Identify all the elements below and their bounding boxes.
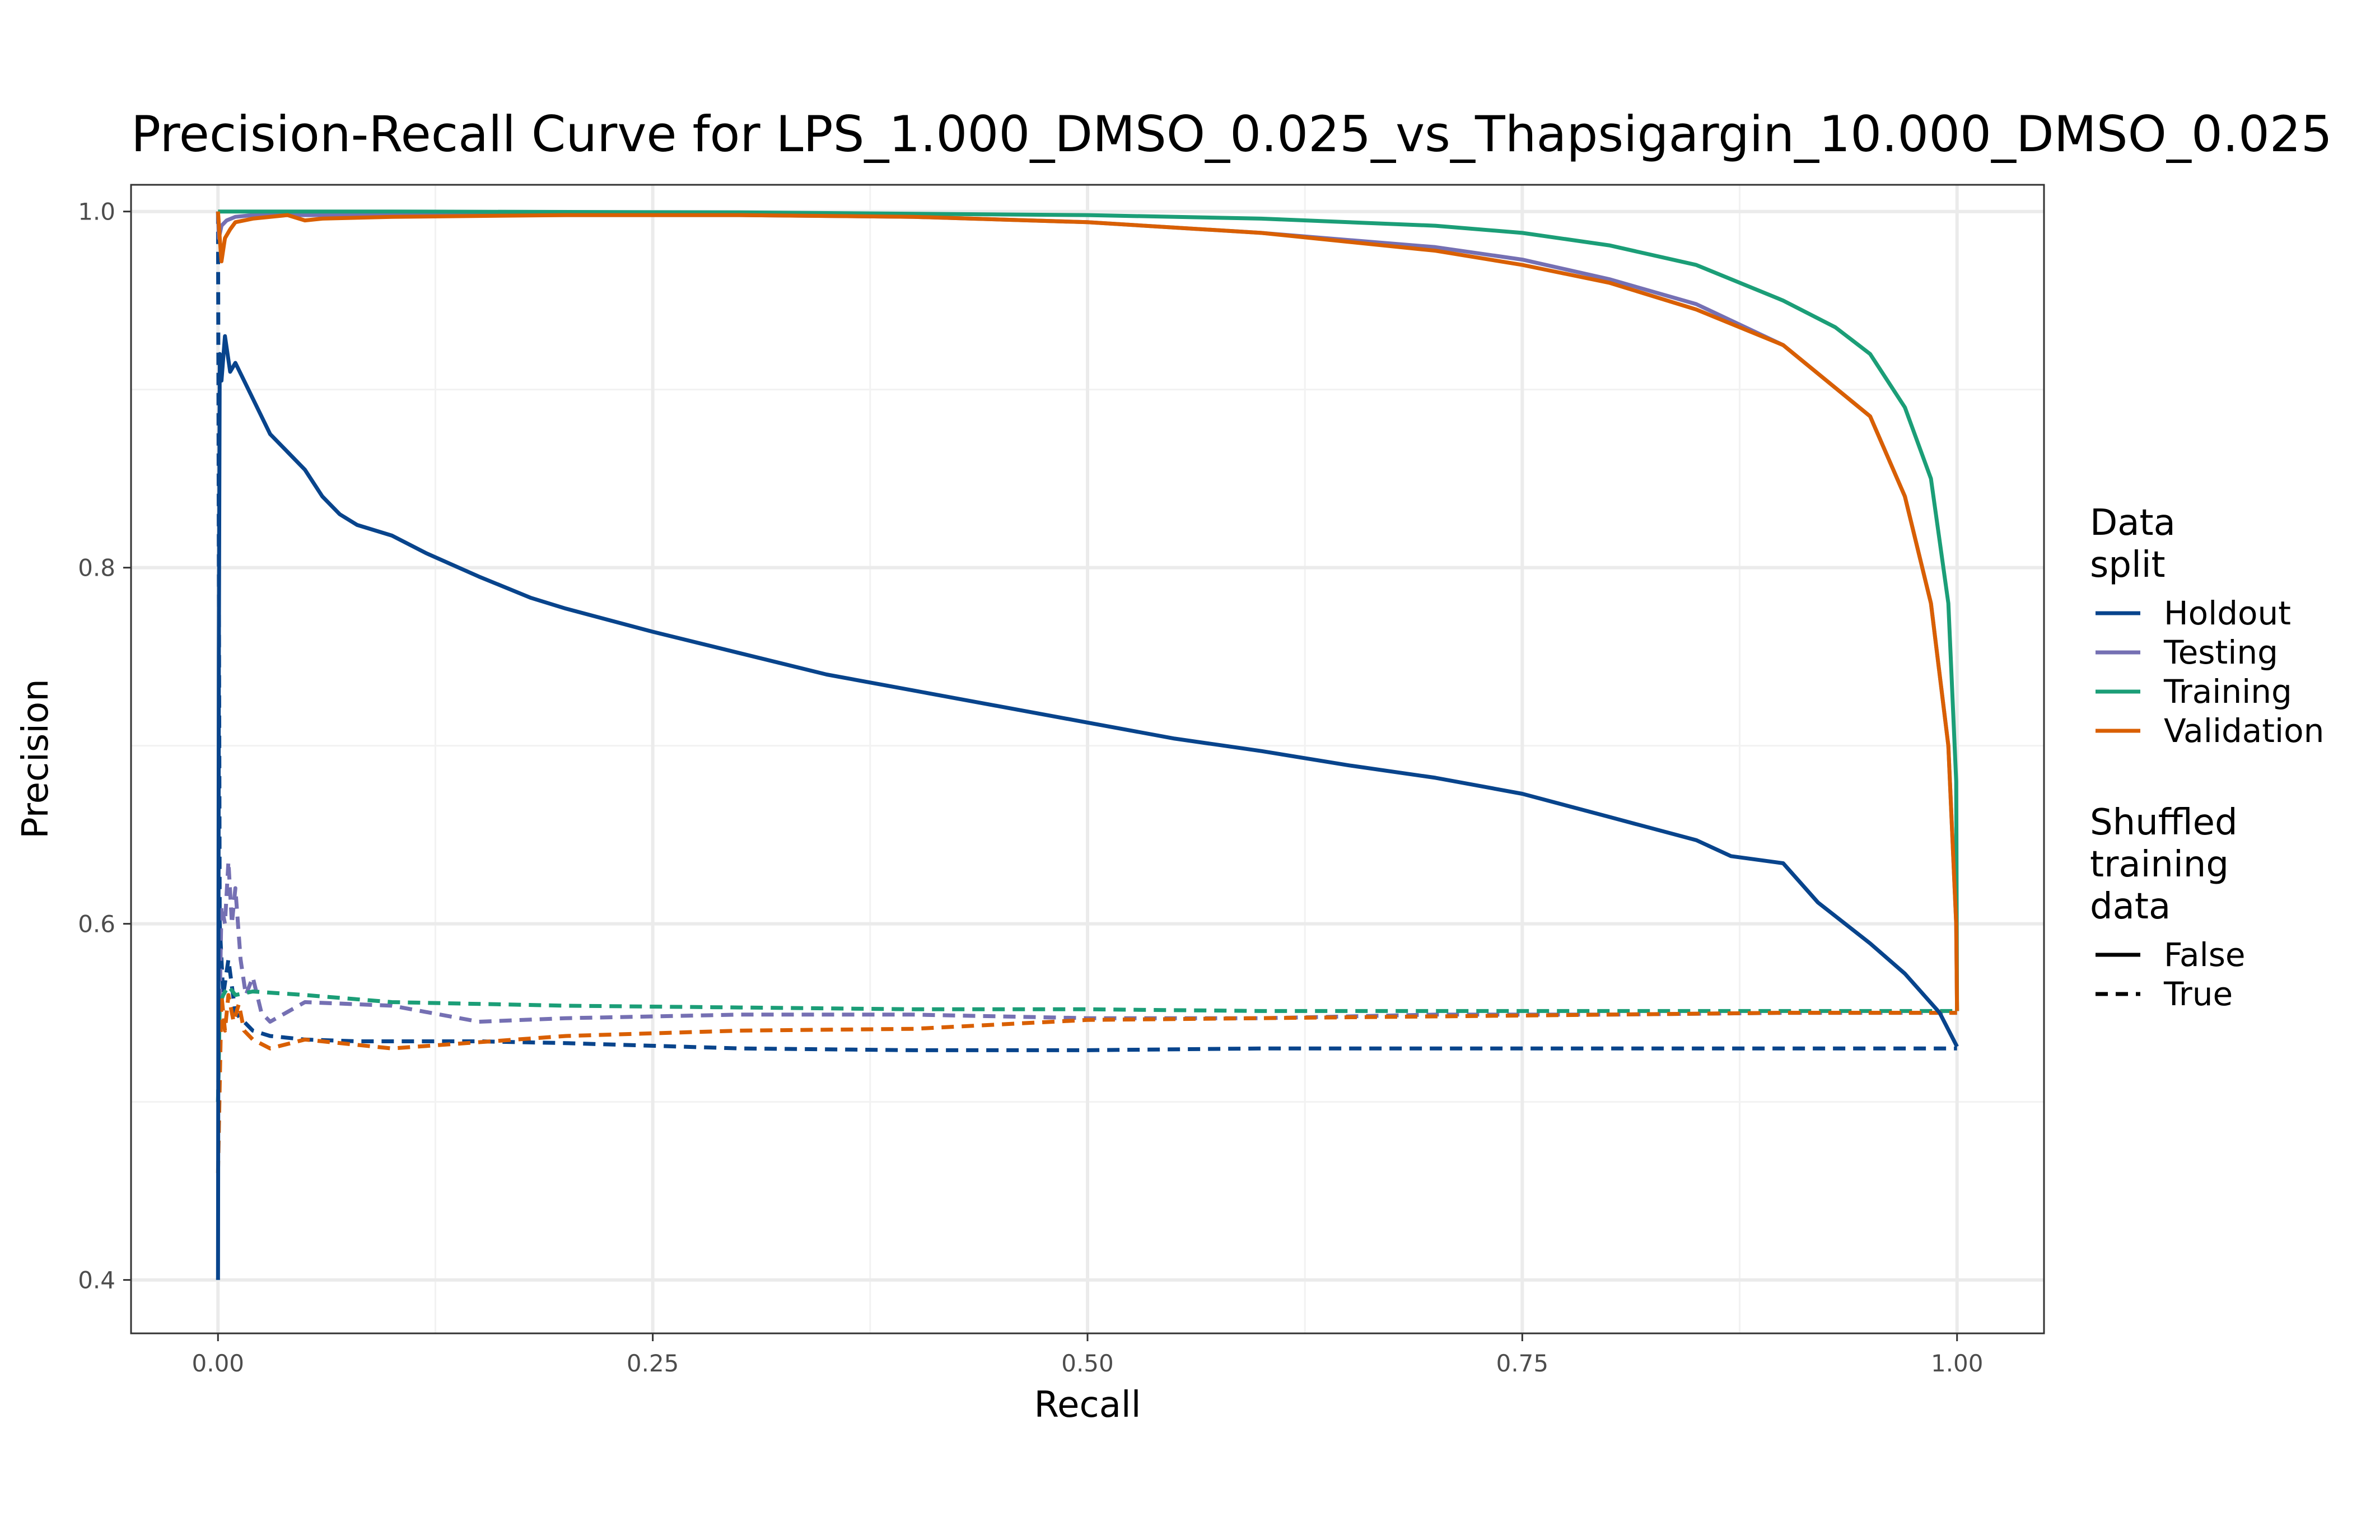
legend-linetype-title: training: [2090, 844, 2229, 885]
y-axis-title: Precision: [15, 679, 57, 839]
legend-label-holdout: Holdout: [2164, 594, 2291, 632]
axes: 0.00 0.25 0.50 0.75 1.00 0.4 0.6 0.8 1.0: [78, 198, 1983, 1377]
y-tick-label: 1.0: [78, 198, 115, 226]
x-tick-label: 0.00: [192, 1350, 245, 1377]
legend-color-title: split: [2090, 544, 2166, 586]
legend-label-validation: Validation: [2164, 712, 2324, 750]
legend-label-testing: Testing: [2163, 633, 2278, 671]
series-line-holdout-shuffled: [216, 211, 1957, 1052]
y-tick-label: 0.8: [78, 554, 115, 582]
series-line-validation-not-shuffled: [216, 211, 1959, 1011]
legend-label-false: False: [2164, 936, 2246, 974]
legend-linetype-title: Shuffled: [2090, 802, 2238, 843]
grid-lines: [131, 185, 2044, 1333]
series-line-training-not-shuffled: [217, 209, 1959, 1011]
series-lines: [216, 209, 1959, 1280]
x-tick-label: 0.25: [627, 1350, 679, 1377]
x-tick-label: 0.50: [1061, 1350, 1114, 1377]
legend-label-training: Training: [2163, 673, 2292, 711]
legend-linetype-title: data: [2090, 886, 2171, 927]
x-tick-label: 0.75: [1496, 1350, 1549, 1377]
legend-color-title: Data: [2090, 502, 2176, 544]
series-line-testing-shuffled: [216, 859, 1957, 1102]
x-axis-title: Recall: [1034, 1384, 1141, 1426]
series-line-validation-shuffled: [216, 993, 1957, 1173]
chart-title: Precision-Recall Curve for LPS_1.000_DMS…: [131, 105, 2332, 163]
y-tick-label: 0.4: [78, 1267, 115, 1294]
y-tick-label: 0.6: [78, 911, 115, 938]
x-tick-label: 1.00: [1931, 1350, 1984, 1377]
series-line-holdout-not-shuffled: [216, 334, 1959, 1280]
legend-label-true: True: [2163, 975, 2233, 1013]
